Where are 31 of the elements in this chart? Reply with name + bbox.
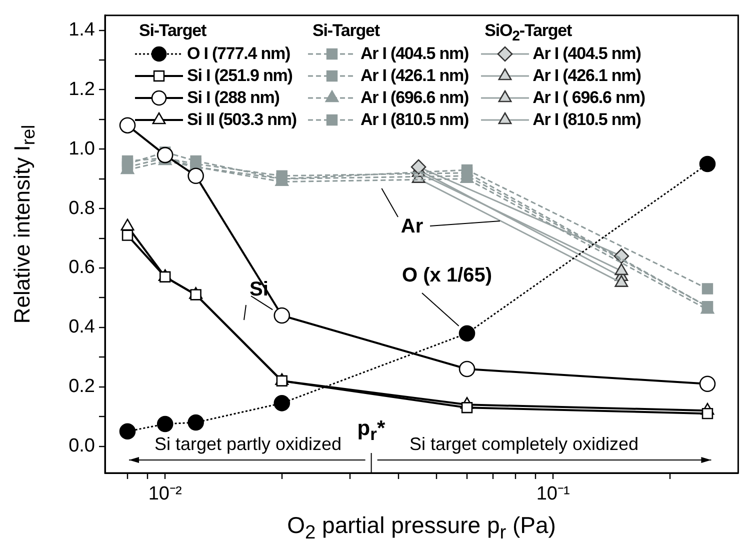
legend-label: Ar I (404.5 nm) xyxy=(360,44,469,64)
y-tick-label: 0.2 xyxy=(68,376,95,398)
y-tick-label: 1.2 xyxy=(68,78,95,100)
legend-label: Ar I (696.6 nm) xyxy=(360,88,469,108)
annotation: Si-Target xyxy=(311,20,381,42)
annotation: O (x 1/65) xyxy=(402,264,492,287)
y-tick-label: 0.0 xyxy=(68,435,95,456)
y-tick-label: 1.4 xyxy=(68,19,96,40)
legend-label: Ar I (810.5 nm) xyxy=(532,110,641,130)
legend-label: Ar I (426.1 nm) xyxy=(532,66,641,86)
legend-label: O I (777.4 nm) xyxy=(187,44,290,64)
legend-label: Si I (251.9 nm) xyxy=(187,66,292,86)
y-tick-label: 0.6 xyxy=(68,257,95,278)
legend-label: Ar I (810.5 nm) xyxy=(360,110,469,130)
legend-label: Ar I (426.1 nm) xyxy=(360,66,469,86)
y-tick-label: 0.8 xyxy=(68,198,95,219)
legend-label: Si I (288 nm) xyxy=(187,88,280,108)
annotation: Si-Target xyxy=(138,20,208,42)
legend-label: Ar I ( 696.6 nm) xyxy=(532,88,645,108)
annotation: SiO$_{2}$-Target xyxy=(484,20,573,45)
x-tick-label: 10⁻¹ xyxy=(536,484,570,505)
legend-label: Ar I (404.5 nm) xyxy=(532,44,641,64)
annotation: Ar xyxy=(400,216,424,238)
ref-line-label: p$_{r}$* xyxy=(357,417,386,446)
annotation: Si target partly oxidized xyxy=(154,434,342,454)
x-tick-label: 10⁻² xyxy=(148,484,182,505)
y-tick-label: 0.4 xyxy=(68,316,96,338)
x-axis-title: O$_{2}$ partial pressure p$_{r}$ (Pa) xyxy=(287,512,556,545)
annotation: Si target completely oxidized xyxy=(409,434,639,454)
legend-label: Si II (503.3 nm) xyxy=(187,110,296,130)
y-tick-label: 1.0 xyxy=(68,138,95,160)
